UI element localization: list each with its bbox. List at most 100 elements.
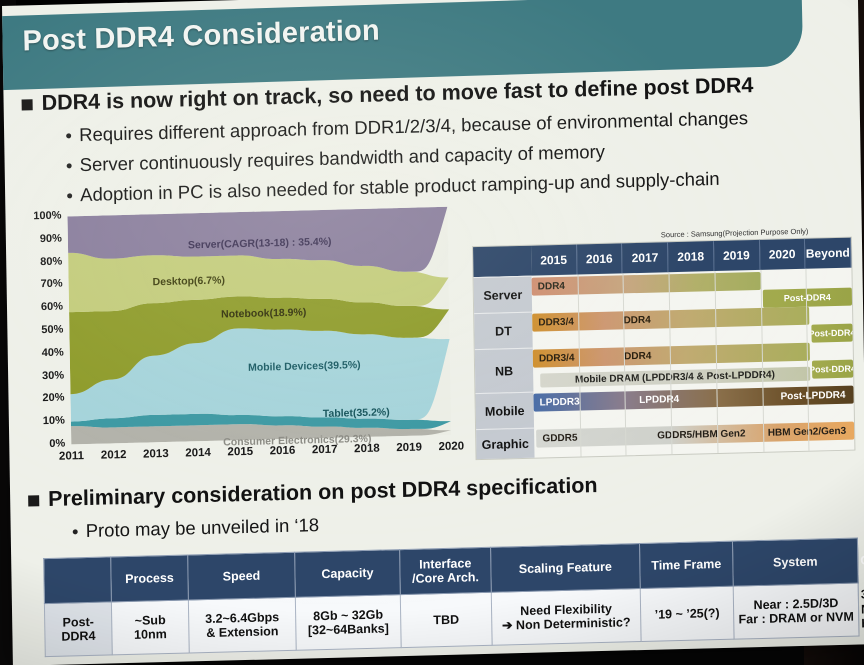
chart-y-tick: 70% (40, 277, 63, 291)
chart-y-tick: 90% (39, 232, 62, 245)
chart-x-tick: 2020 (438, 440, 465, 454)
roadmap-col-header-2018: 2018 (668, 241, 715, 273)
bullet-sub-proto-unveiled: Proto may be unveiled in ‘18 (72, 514, 320, 542)
cell-capacity-line2: [32~64Banks] (307, 621, 389, 638)
roadmap-bar-ddr4: DDR4 (531, 271, 761, 296)
bullet-level1-preliminary-consideration: Preliminary consideration on post DDR4 s… (28, 473, 598, 512)
roadmap-bar-label-tertiary: Post-LPDDR4 (780, 389, 846, 402)
cell-speed: 3.2~6.4Gbps & Extension (188, 597, 297, 653)
roadmap-col-header-2015: 2015 (531, 244, 578, 276)
chart-x-tick: 2012 (100, 448, 127, 462)
chart-series-label: Tablet(35.2%) (322, 406, 390, 421)
chart-y-tick: 100% (33, 209, 62, 223)
dot-bullet-icon (67, 193, 73, 199)
chart-y-tick: 50% (41, 323, 64, 337)
cell-scaling-line2: ➔ Non Deterministic? (501, 615, 631, 633)
bullet-text: Server continuously requires bandwidth a… (79, 140, 606, 176)
chart-x-tick: 2011 (58, 450, 85, 463)
chart-series-label: Desktop(6.7%) (152, 274, 226, 289)
roadmap-row-label-dt: DT (474, 311, 533, 350)
col-header-process: Process (110, 554, 189, 602)
roadmap-bar-label-secondary: LPDDR4 (639, 393, 680, 406)
post-ddr4-spec-table: Process Speed Capacity Interface /Core A… (43, 538, 864, 657)
cell-process: ~Sub 10nm (111, 599, 190, 655)
row-label-line1: Post- (62, 614, 94, 630)
chart-x-tick: 2018 (354, 442, 380, 456)
bullet-text: Preliminary consideration on post DDR4 s… (47, 473, 598, 511)
roadmap-row-label-mobile: Mobile (475, 391, 535, 430)
bullet-sub-requires-approach: Requires different approach from DDR1/2/… (66, 107, 748, 146)
chart-plot-area (67, 206, 452, 445)
cell-speed-line2: & Extension (206, 624, 279, 641)
col-header-capacity: Capacity (294, 549, 401, 598)
chart-x-tick: 2013 (142, 447, 169, 461)
chart-area-band (70, 424, 452, 445)
chart-series-label: Notebook(18.9%) (221, 306, 307, 321)
roadmap-col-header-2020: 2020 (759, 238, 806, 270)
cell-interface: TBD (400, 592, 493, 648)
roadmap-bar-label: LPDDR3 (539, 396, 580, 409)
col-header-interface-line2: /Core Arch. (411, 570, 480, 586)
roadmap-bar-gddr5: GDDR5 GDDR5/HBM Gen2 HBM Gen2/Gen3 (536, 421, 855, 448)
roadmap-col-header-2017: 2017 (622, 242, 669, 274)
chart-y-tick: 30% (42, 369, 65, 382)
chart-y-tick: 80% (40, 255, 63, 268)
chart-area-band (67, 206, 448, 272)
dot-bullet-icon (66, 133, 72, 139)
col-header-scaling-feature: Scaling Feature (490, 543, 641, 593)
cell-system: Near : 2.5D/3D Far : DRAM or NVM (733, 583, 860, 640)
roadmap-bar-label: DDR4 (537, 280, 566, 293)
roadmap-corner-cell (473, 245, 532, 278)
chart-y-tick: 20% (42, 391, 65, 405)
cell-scaling-feature: Need Flexibility ➔ Non Deterministic? (491, 588, 642, 646)
page-title: Post DDR4 Consideration (22, 14, 381, 58)
chart-y-tick: 10% (42, 414, 65, 428)
roadmap-bar-label: Mobile DRAM (LPDDR3/4 & Post-LPDDR4) (574, 369, 775, 386)
roadmap-bar-label-tertiary: HBM Gen2/Gen3 (767, 425, 847, 439)
dot-bullet-icon (72, 529, 78, 535)
bullet-text: Requires different approach from DDR1/2/… (78, 107, 749, 146)
col-header-time-frame: Time Frame (639, 541, 734, 589)
chart-area-band (68, 252, 449, 313)
col-header-system: System (732, 538, 859, 587)
chart-x-tick: 2014 (185, 446, 211, 460)
roadmap-bar-post-ddr4: Post-DDR4 (811, 359, 854, 379)
roadmap-source-note: Source : Samsung(Projection Purpose Only… (660, 226, 809, 240)
roadmap-bar-lpddr3: LPDDR3 LPDDR4 Post-LPDDR4 (533, 385, 854, 412)
stacked-area-chart: Source : Gartner & Samsung 0%10%20%30%40… (21, 200, 465, 473)
cell-row-label: Post- DDR4 (44, 601, 113, 657)
chart-x-tick: 2016 (269, 444, 296, 458)
technology-roadmap-table: Source : Samsung(Projection Purpose Only… (472, 227, 856, 461)
row-label-line2: DDR4 (61, 628, 96, 644)
roadmap-bar-label: DDR3/4 (538, 352, 575, 365)
chart-y-tick: 0% (49, 437, 66, 450)
chart-area-band (70, 328, 450, 422)
chart-area-band (69, 296, 450, 395)
square-bullet-icon (21, 99, 33, 111)
chart-y-tick: 60% (40, 300, 64, 314)
roadmap-row-label-server: Server (473, 275, 533, 314)
col-header-interface-core-arch: Interface /Core Arch. (399, 547, 492, 595)
cell-capacity: 8Gb ~ 32Gb [32~64Banks] (295, 594, 402, 651)
roadmap-row-label-graphic: Graphic (476, 427, 535, 460)
roadmap-col-header-2016: 2016 (576, 243, 623, 275)
chart-area-band (70, 413, 451, 430)
roadmap-bar-mobile-dram-lpddr3-4-post-lpddr4: Mobile DRAM (LPDDR3/4 & Post-LPDDR4) (539, 366, 810, 388)
cell-process-line2: 10nm (133, 627, 167, 642)
chart-x-tick: 2015 (227, 445, 254, 459)
roadmap-bar-label-secondary: DDR4 (624, 350, 652, 362)
roadmap-bar-label: Post-DDR4 (811, 327, 853, 339)
chart-y-tick: 40% (41, 346, 64, 359)
roadmap-bar-label: DDR3/4 (538, 316, 574, 329)
roadmap-col-header-beyond: Beyond (805, 237, 852, 269)
roadmap-bar-label: GDDR5 (542, 432, 578, 444)
roadmap-bar-label: Post-DDR4 (783, 292, 831, 304)
roadmap-bar-post-ddr4: Post-DDR4 (811, 323, 853, 343)
roadmap-col-header-2019: 2019 (713, 239, 760, 272)
square-bullet-icon (28, 495, 40, 507)
bullet-sub-server-bandwidth: Server continuously requires bandwidth a… (66, 141, 605, 177)
roadmap-bar-label: Post-DDR4 (811, 363, 854, 375)
roadmap-row-label-nb: NB (474, 347, 534, 394)
